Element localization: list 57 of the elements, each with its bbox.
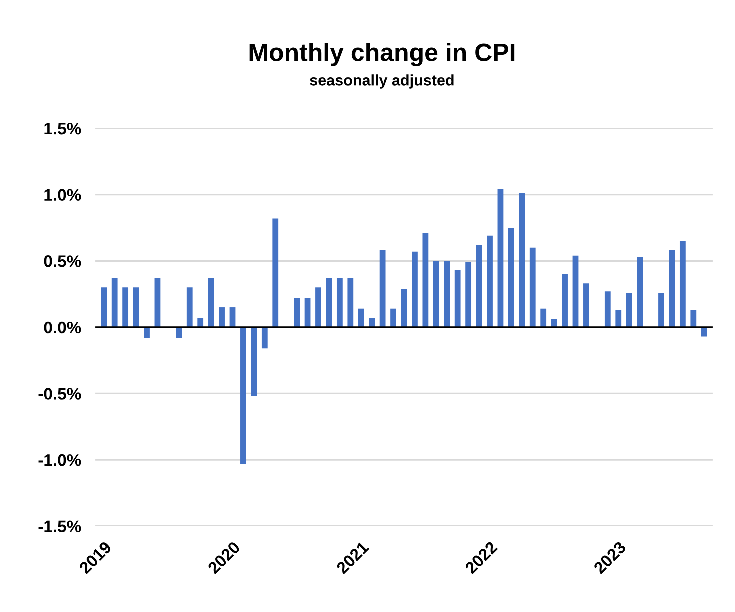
bar [422,233,429,328]
bar [122,288,129,328]
bar [208,278,214,328]
bar [498,190,504,328]
bar [186,288,193,328]
y-tick-label: 0.0% [44,322,82,334]
bar [326,278,332,328]
bar [294,298,300,328]
bar [251,327,258,396]
bar [690,310,697,328]
bar [658,292,664,328]
bar [133,288,140,328]
bar [466,262,472,328]
bar [604,292,611,328]
bar [144,327,150,338]
bar [101,288,108,328]
bar [444,261,450,328]
bar [348,278,354,328]
bar [680,241,686,328]
bar [433,261,440,328]
bar [390,308,396,328]
bar [454,270,461,328]
y-tick-label: -0.5% [38,388,82,400]
bar [508,228,514,328]
bar [262,327,268,349]
bar [626,292,632,328]
y-tick-label: -1.0% [38,454,82,466]
bar [669,250,676,328]
bar [316,288,322,328]
y-tick-label: 1.0% [44,189,82,202]
bar [112,278,118,328]
chart-title: Monthly change in CPI [250,43,515,66]
bar [304,298,311,328]
bar [487,236,493,328]
y-tick-label: 0.5% [44,256,82,268]
bar [154,278,161,328]
bar [412,252,418,328]
bar [616,310,622,328]
chart-subtitle: seasonally adjusted [310,74,454,89]
y-tick-label: -1.5% [38,520,82,533]
bar [519,193,526,328]
bar [336,278,343,328]
bar [240,327,246,464]
bar [530,248,536,328]
y-tick-label: 1.5% [44,122,82,135]
bar [358,308,364,328]
bar [272,218,279,328]
bar [401,288,408,328]
bar [219,308,225,328]
bar [572,256,579,328]
bar [584,284,590,328]
bar [562,274,568,328]
bar [540,308,547,328]
bar [176,327,182,338]
bar [476,245,482,328]
bar [637,257,644,328]
bar [380,250,386,328]
